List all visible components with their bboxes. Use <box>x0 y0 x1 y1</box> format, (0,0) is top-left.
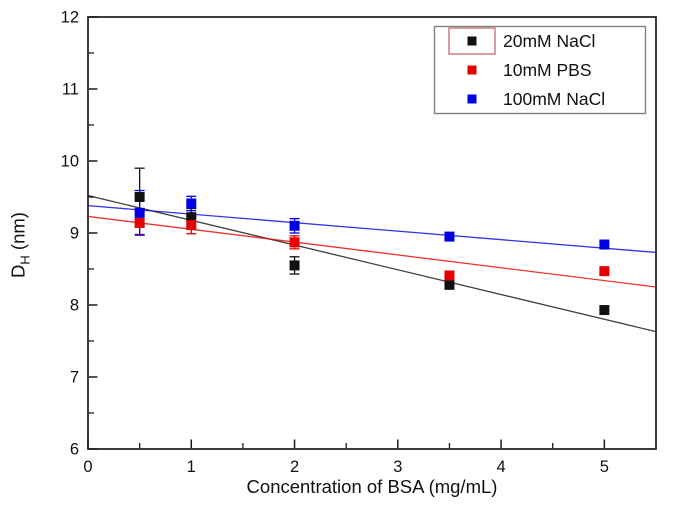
fit-line-20mm-nacl <box>87 194 657 333</box>
x-tick-label: 4 <box>496 458 505 476</box>
data-point-10mm-pbs <box>444 270 455 281</box>
data-point-100mm-nacl <box>599 239 610 250</box>
y-tick-label: 9 <box>70 225 79 243</box>
y-tick-label: 10 <box>61 153 79 171</box>
y-tick-label: 6 <box>70 441 79 459</box>
x-tick-label: 0 <box>83 458 92 476</box>
legend-label-20mm-nacl: 20mM NaCl <box>503 31 595 51</box>
data-point-10mm-pbs <box>186 220 197 231</box>
data-point-20mm-nacl <box>599 305 610 316</box>
fit-line-100mm-nacl <box>87 204 657 254</box>
y-axis-title-subscript: H <box>17 255 33 265</box>
data-point-100mm-nacl <box>444 231 455 242</box>
y-axis-title: DH (nm) <box>8 212 33 278</box>
data-point-10mm-pbs <box>599 266 610 277</box>
legend-symbol-20mm-nacl <box>467 36 477 46</box>
data-point-10mm-pbs <box>134 217 145 228</box>
x-tick-label: 5 <box>600 458 609 476</box>
data-point-20mm-nacl <box>134 192 145 202</box>
fit-line-10mm-pbs <box>87 215 657 288</box>
legend-label-100mm-nacl: 100mM NaCl <box>503 89 605 109</box>
y-tick-label: 11 <box>62 81 79 99</box>
x-tick-label: 3 <box>393 458 402 476</box>
data-point-100mm-nacl <box>289 220 300 231</box>
data-point-10mm-pbs <box>289 237 300 248</box>
y-axis-title-symbol: D <box>7 264 29 278</box>
y-tick-label: 8 <box>70 297 79 315</box>
data-point-20mm-nacl <box>444 279 455 290</box>
data-point-20mm-nacl <box>186 212 197 223</box>
legend-symbol-100mm-nacl <box>467 94 477 104</box>
y-tick-label: 7 <box>70 369 79 387</box>
data-point-100mm-nacl <box>186 198 197 209</box>
legend-symbol-highlight <box>448 27 496 55</box>
legend-label-10mm-pbs: 10mM PBS <box>503 60 592 80</box>
data-point-20mm-nacl <box>289 260 300 271</box>
x-tick-label: 1 <box>187 458 196 476</box>
data-point-100mm-nacl <box>134 207 145 218</box>
y-tick-label: 12 <box>61 9 79 27</box>
plot-frame <box>87 16 657 450</box>
legend-symbol-10mm-pbs <box>467 65 477 75</box>
y-axis-title-unit: (nm) <box>7 212 29 256</box>
x-tick-label: 2 <box>290 458 299 476</box>
x-axis-title: Concentration of BSA (mg/mL) <box>246 476 498 497</box>
